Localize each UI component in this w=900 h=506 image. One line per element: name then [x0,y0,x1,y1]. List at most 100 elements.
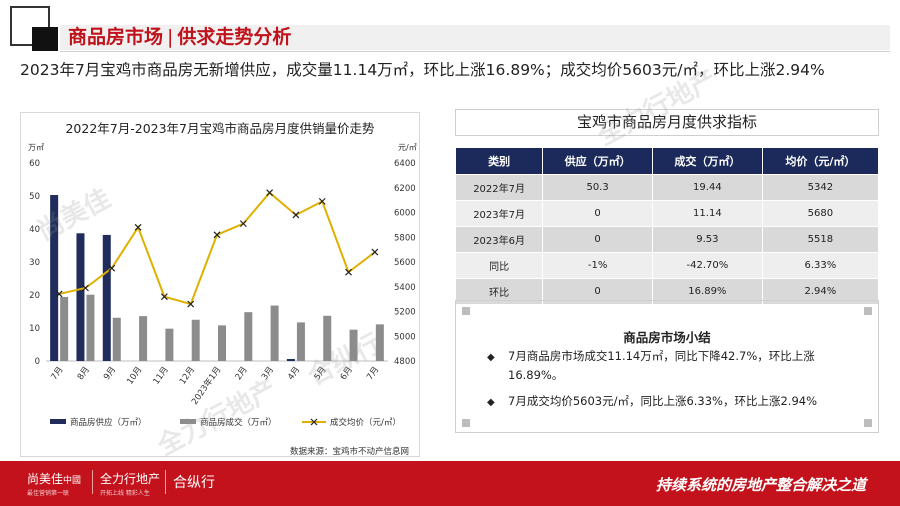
x-tick-label: 4月 [286,365,302,382]
footer-bar [0,461,900,506]
footer-brand-1: 尚美佳中國 [27,470,81,487]
y-tick-left: 60 [29,159,40,169]
deal-bar [270,305,279,361]
table-row: 2023年6月 0 9.53 5518 [454,226,880,253]
indicator-header-row: 类别 供应（万㎡） 成交（万㎡） 均价（元/㎡） [454,147,880,175]
table-cell: 同比 [454,252,544,279]
header-decor-square [32,27,58,51]
table-row: 2023年7月 0 11.14 5680 [454,200,880,227]
market-summary-title: 商品房市场小结 [623,330,711,345]
summary-text: 2023年7月宝鸡市商品房无新增供应，成交量11.14万㎡，环比上涨16.89%… [20,61,825,79]
deal-bar [139,316,148,361]
y-tick-left: 30 [29,258,40,268]
deal-bar [375,324,384,361]
legend-marker-price [310,418,318,426]
y-tick-right: 5600 [394,258,416,268]
price-marker [160,293,168,301]
y-tick-right: 4800 [394,357,416,367]
data-source: 数据来源：宝鸡市不动产信息网 [290,447,410,457]
y-axis-left-unit: 万㎡ [28,143,44,152]
price-marker [292,211,300,219]
table-cell: -1% [542,252,653,279]
price-marker [239,220,247,228]
x-tick-label: 7月 [49,365,65,382]
x-tick-label: 10月 [125,365,144,387]
legend-label-supply: 商品房供应（万㎡） [70,417,147,428]
table-cell: 5342 [761,174,880,201]
deal-bar [296,322,305,361]
summary-bullet-2: 7月成交均价5603元/㎡，同比上涨6.33%，环比上涨2.94% [508,394,818,408]
supply-bar [102,234,111,361]
corner-square-decor [462,419,470,427]
col-header-category: 类别 [454,147,544,175]
x-tick-label: 9月 [102,365,118,382]
price-marker [187,300,195,308]
page-title-separator: | [167,26,174,48]
table-row: 同比 -1% -42.70% 6.33% [454,252,880,279]
deal-bar [60,296,69,361]
price-marker [213,231,221,239]
price-marker [82,284,89,292]
deal-bar [112,317,121,361]
market-summary-box [455,300,879,433]
y-tick-left: 10 [29,324,40,334]
corner-square-decor [864,419,872,427]
corner-square-decor [462,307,470,315]
footer-divider [92,470,93,494]
deal-bar [244,312,253,361]
bullet-mark: ◆ [487,347,495,367]
deal-bar [86,294,95,361]
footer-divider [165,470,166,494]
corner-square-decor [864,307,872,315]
deal-bar [165,328,174,361]
supply-bar [76,233,85,361]
chart-panel [20,112,420,457]
table-cell: 0 [542,200,653,227]
footer-brand-1-sub: 最佳营销第一联 [27,490,70,497]
table-cell: 19.44 [651,174,763,201]
table-cell: 5680 [761,200,880,227]
y-tick-right: 5200 [394,308,416,318]
table-cell: -42.70% [651,252,763,279]
col-header-deals: 成交（万㎡） [651,147,763,175]
y-tick-right: 6400 [394,159,416,169]
footer-brand-3: 合纵行 [173,475,215,491]
price-marker [371,248,379,256]
y-tick-right: 5000 [394,332,416,342]
footer-brand-2-sub: 开拓上线 精彩人生 [100,490,150,497]
table-cell: 0 [542,226,653,253]
price-marker [134,223,142,231]
table-cell: 2023年6月 [454,226,544,253]
page-title-left: 商品房市场 [68,26,164,48]
supply-bar [286,359,295,361]
indicator-title: 宝鸡市商品房月度供求指标 [455,109,879,136]
header-rule [60,51,890,52]
supply-bar [50,195,59,361]
y-tick-left: 40 [29,225,40,235]
header-decor-outline [10,6,50,46]
deal-bar [218,325,226,361]
table-cell: 6.33% [761,252,880,279]
price-marker [108,264,116,272]
chart-title: 2022年7月-2023年7月宝鸡市商品房月度供销量价走势 [65,121,375,136]
table-row: 2022年7月 50.3 19.44 5342 [454,174,880,201]
x-tick-label: 7月 [365,365,381,382]
col-header-supply: 供应（万㎡） [542,147,653,175]
footer-brand-2: 全力行地产 [100,472,161,486]
price-marker [55,290,63,298]
y-tick-right: 5800 [394,233,416,243]
y-axis-right-unit: 元/㎡ [398,143,417,152]
brand-suffix: 中國 [63,476,82,486]
price-marker [345,268,352,276]
y-tick-right: 5400 [394,283,416,293]
legend-swatch-deals [180,419,196,424]
bullet-mark: ◆ [487,392,495,412]
page-title: 商品房市场 | 供求走势分析 [68,25,291,50]
indicator-table: 类别 供应（万㎡） 成交（万㎡） 均价（元/㎡） 2022年7月 50.3 19… [454,147,880,305]
x-tick-label: 8月 [76,365,92,382]
price-marker [318,197,326,205]
table-cell: 5518 [761,226,880,253]
page-title-right: 供求走势分析 [177,26,292,48]
deal-bar [349,329,358,361]
legend-swatch-supply [50,419,66,424]
